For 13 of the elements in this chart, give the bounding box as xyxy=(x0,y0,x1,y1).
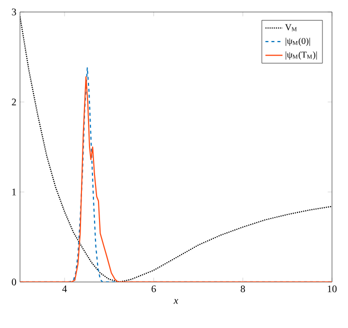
legend-label: V$_{M}$ xyxy=(285,24,297,32)
line-series xyxy=(20,16,332,282)
y-tick-label: 3 xyxy=(12,8,16,16)
x-tick-label: 6 xyxy=(152,286,156,292)
x-tick-label: 8 xyxy=(240,286,245,292)
legend-label: |ψ$_{M}$(0)| xyxy=(286,38,310,46)
x-tick-label: 4 xyxy=(62,286,67,292)
y-tick-label: 0 xyxy=(12,278,16,286)
legend-label: |ψ$_{M}$(T$_{M}$)| xyxy=(286,51,317,60)
x-axis-title: x xyxy=(174,299,178,304)
x-tick-label: 10 xyxy=(328,286,337,292)
y-tick-label: 1 xyxy=(12,188,16,196)
y-tick-label: 2 xyxy=(12,98,16,106)
